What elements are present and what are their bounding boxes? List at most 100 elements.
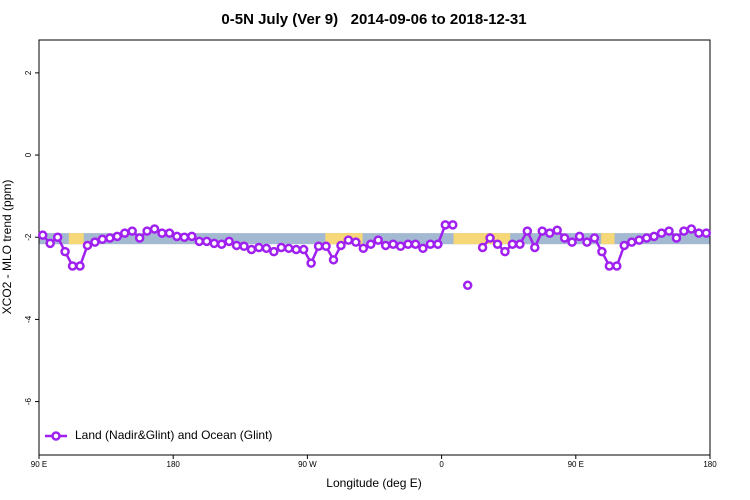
data-point [515,239,525,249]
data-point [67,261,78,271]
data-point [500,246,510,257]
data-point [492,239,503,249]
data-point [172,231,182,242]
land-band [68,233,84,245]
data-point [388,239,398,249]
data-point [179,232,190,242]
data-point [105,233,115,243]
data-point [127,226,137,236]
data-point [440,220,451,230]
data-point [224,236,234,247]
data-point [485,233,495,243]
data-point [694,228,704,238]
data-point [149,224,160,234]
legend-text: Land (Nadir&Glint) and Ocean (Glint) [75,428,272,442]
data-point [254,242,264,253]
data-point [425,239,436,249]
y-tick-label: 2 [24,70,33,75]
data-point [589,233,600,243]
land-band [453,233,511,245]
data-point [701,228,712,238]
data-point [209,238,219,249]
y-tick-label: -6 [24,397,33,405]
y-tick-label: -4 [24,315,33,323]
data-point [291,244,301,255]
data-point [239,241,249,252]
data-point [37,230,48,240]
data-point [656,228,667,238]
data-point [448,220,458,230]
data-point [75,261,85,271]
data-point [119,228,130,238]
data-point [544,228,555,238]
x-tick-label: 90 W [298,460,317,469]
data-point [574,231,585,242]
x-axis-label: Longitude (deg E) [326,476,421,490]
data-point [164,228,175,238]
data-point [373,235,383,245]
data-point [90,237,100,247]
x-tick-label: 180 [167,460,181,469]
data-point [433,239,443,249]
data-point [671,233,682,243]
data-point [462,280,473,291]
data-point [641,233,652,243]
x-tick-label: 90 E [568,460,584,469]
data-point [187,231,197,242]
data-point [634,235,644,245]
data-point [97,234,108,245]
data-point [358,243,369,254]
data-point [112,231,123,242]
data-point [82,240,93,251]
data-point [321,241,331,252]
data-point [530,242,540,253]
data-point [552,225,562,235]
x-tick-label: 90 E [31,460,47,469]
data-point [582,237,592,247]
x-tick-label: 180 [703,460,717,469]
data-point [507,239,518,249]
data-point [45,238,55,249]
data-point [328,255,339,265]
data-point [246,244,257,255]
data-point [231,240,242,251]
data-point [612,261,622,271]
data-point [142,226,152,236]
data-point [52,232,63,242]
data-point [380,240,391,251]
data-point [351,237,361,247]
y-tick-label: -2 [24,233,33,241]
data-point [336,240,346,251]
data-point [522,226,533,236]
data-point [559,233,570,243]
y-axis-label: XCO2 - MLO trend (ppm) [0,180,14,315]
data-point [343,235,354,245]
data-point [619,240,630,251]
data-point [626,237,637,247]
data-point [134,233,145,243]
land-band [601,233,615,245]
data-point [537,226,547,236]
data-point [157,228,167,238]
data-point [261,243,272,254]
data-point [567,237,577,247]
data-point [410,239,421,249]
plot-frame [38,39,711,456]
chart-title: 0-5N July (Ver 9) 2014-09-06 to 2018-12-… [221,11,526,28]
data-point [395,241,406,252]
data-point [298,244,309,255]
data-point [202,236,212,247]
data-point [306,258,316,268]
data-point [477,242,488,253]
data-point [679,226,689,236]
data-point [276,242,287,253]
data-point [366,239,376,249]
y-tick-label: 0 [24,152,33,157]
data-point [664,226,674,236]
data-point [418,243,428,254]
data-point [686,224,697,234]
data-point [60,246,70,257]
data-point [597,246,607,257]
data-point [269,246,279,257]
